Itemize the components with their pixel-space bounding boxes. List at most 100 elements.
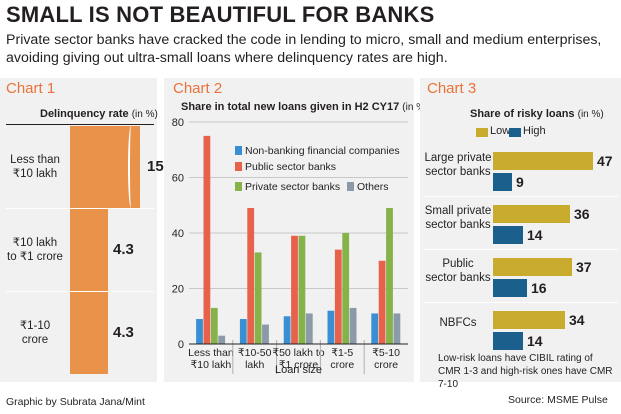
chart3-value-label: 47	[597, 153, 613, 169]
chart1-title-unit: (in %)	[131, 109, 158, 120]
chart2-category-label: ₹10-50	[238, 347, 272, 359]
chart3-category-label: NBFCs	[420, 316, 496, 330]
chart3-value-label: 14	[527, 227, 543, 243]
chart1-category-label: ₹10 lakh to ₹1 crore	[0, 236, 70, 264]
chart2-category-label: ₹1 crore	[279, 359, 319, 371]
chart2-bar	[196, 319, 203, 344]
chart2-category-label: Less than	[188, 347, 234, 359]
chart1-axis-break	[128, 126, 134, 208]
chart3-note: Low-risk loans have CIBIL rating of CMR …	[438, 353, 613, 390]
chart2-legend-swatch	[235, 182, 242, 191]
chart2-ytick-label: 80	[172, 117, 184, 129]
chart1-category-line: to ₹1 crore	[7, 251, 63, 263]
chart1-category-line: Less than	[10, 154, 60, 166]
chart3-category-line: sector banks	[425, 166, 491, 178]
subtitle: Private sector banks have cracked the co…	[6, 32, 602, 66]
chart1-label: Chart 1	[6, 80, 56, 97]
chart2-legend-label: Non-banking financial companies	[245, 145, 400, 157]
chart3-title-unit: (in %)	[577, 109, 604, 120]
chart3-bar	[493, 258, 572, 276]
chart2-bar	[254, 252, 262, 344]
chart3-bar	[493, 332, 523, 350]
chart3-title: Share of risky loans (in %)	[470, 108, 604, 120]
chart2-title-unit: (in %)	[402, 102, 429, 113]
chart3-row-separator	[424, 196, 618, 197]
chart2-bar	[393, 313, 401, 344]
chart3-category-line: sector banks	[425, 272, 491, 284]
chart2-bar	[291, 235, 298, 344]
chart2-panel: Chart 2 Share in total new loans given i…	[164, 78, 428, 382]
chart3-category-label: Small private sector banks	[420, 204, 496, 232]
chart2-category-label: crore	[374, 359, 398, 371]
chart3-value-label: 16	[531, 280, 547, 296]
chart3-category-label: Public sector banks	[420, 257, 496, 285]
chart2-bar	[203, 135, 211, 344]
chart3-bar	[493, 226, 523, 244]
chart1-title-text: Delinquency rate	[40, 108, 129, 120]
chart3-category-line: Public	[442, 258, 474, 270]
chart1-title-rule	[6, 124, 154, 125]
chart3-category-line: sector banks	[425, 219, 491, 231]
chart2-bar	[218, 335, 226, 344]
chart1-category-line: crore	[21, 334, 49, 346]
chart2-legend-label: Others	[357, 181, 389, 193]
chart3-category-label: Large private sector banks	[420, 151, 496, 179]
chart2-category-label: lakh	[245, 359, 264, 371]
chart2-category-label: ₹5-10	[372, 347, 400, 359]
chart2-title-text: Share in total new loans given in H2 CY1…	[181, 101, 400, 113]
chart2-bar	[334, 249, 342, 344]
chart2-bar	[349, 307, 357, 344]
chart3-legend-swatch	[509, 128, 521, 137]
chart2-ytick-label: 60	[172, 173, 184, 185]
chart2-bar	[305, 313, 313, 344]
chart3-label: Chart 3	[427, 80, 477, 97]
chart2-legend-label: Public sector banks	[245, 161, 336, 173]
chart1-category-line: ₹1-10	[19, 320, 51, 332]
chart2-legend-label: Private sector banks	[245, 181, 340, 193]
chart1-value-label: 4.3	[113, 324, 134, 341]
chart2-legend-swatch	[347, 182, 354, 191]
chart1-bar	[70, 209, 108, 291]
chart3-row-separator	[424, 249, 618, 250]
chart3-value-label: 14	[527, 333, 543, 349]
chart3-category-line: Large private	[424, 152, 492, 164]
chart2-bar	[239, 319, 247, 344]
headline: SMALL IS NOT BEAUTIFUL FOR BANKS	[6, 2, 435, 27]
chart2-bar	[298, 235, 306, 344]
chart2-legend-swatch	[235, 146, 242, 155]
chart3-value-label: 36	[574, 206, 590, 222]
chart1-bar	[70, 292, 108, 374]
chart2-bar	[247, 208, 255, 344]
chart3-legend-swatch	[476, 128, 488, 137]
chart3-bar	[493, 279, 527, 297]
chart1-row-separator	[6, 208, 154, 209]
chart2-legend-swatch	[235, 162, 242, 171]
chart3-row-separator	[424, 302, 618, 303]
chart1-panel: Chart 1 Delinquency rate (in %) Less tha…	[0, 78, 176, 382]
chart2-xaxis-label: Loan size	[275, 364, 322, 376]
chart1-title: Delinquency rate (in %)	[40, 108, 158, 120]
chart2-category-label: ₹50 lakh to	[272, 347, 324, 359]
chart1-row-separator	[6, 291, 154, 292]
chart2-bar	[378, 260, 386, 344]
chart1-category-line: ₹10 lakh	[12, 237, 58, 249]
chart3-bar	[493, 173, 512, 191]
chart2-category-label: ₹1-5	[331, 347, 353, 359]
chart2-ytick-label: 20	[172, 284, 184, 296]
chart3-category-line: NBFCs	[439, 317, 477, 329]
chart3-value-label: 34	[569, 312, 585, 328]
source: Source: MSME Pulse	[508, 394, 608, 406]
chart2-bar	[210, 307, 218, 344]
chart2-bar	[371, 313, 379, 344]
chart2-ytick-label: 0	[178, 339, 184, 351]
chart3-bar	[493, 311, 565, 329]
chart1-value-label: 4.3	[113, 241, 134, 258]
chart3-legend-label: High	[523, 125, 546, 137]
chart2-title: Share in total new loans given in H2 CY1…	[181, 101, 428, 113]
chart3-value-label: 37	[576, 259, 592, 275]
chart3-legend-label: Low	[490, 125, 511, 137]
credit: Graphic by Subrata Jana/Mint	[6, 396, 145, 408]
chart2-bar	[283, 316, 291, 344]
chart3-value-label: 9	[516, 174, 524, 190]
chart2-label: Chart 2	[173, 80, 223, 97]
